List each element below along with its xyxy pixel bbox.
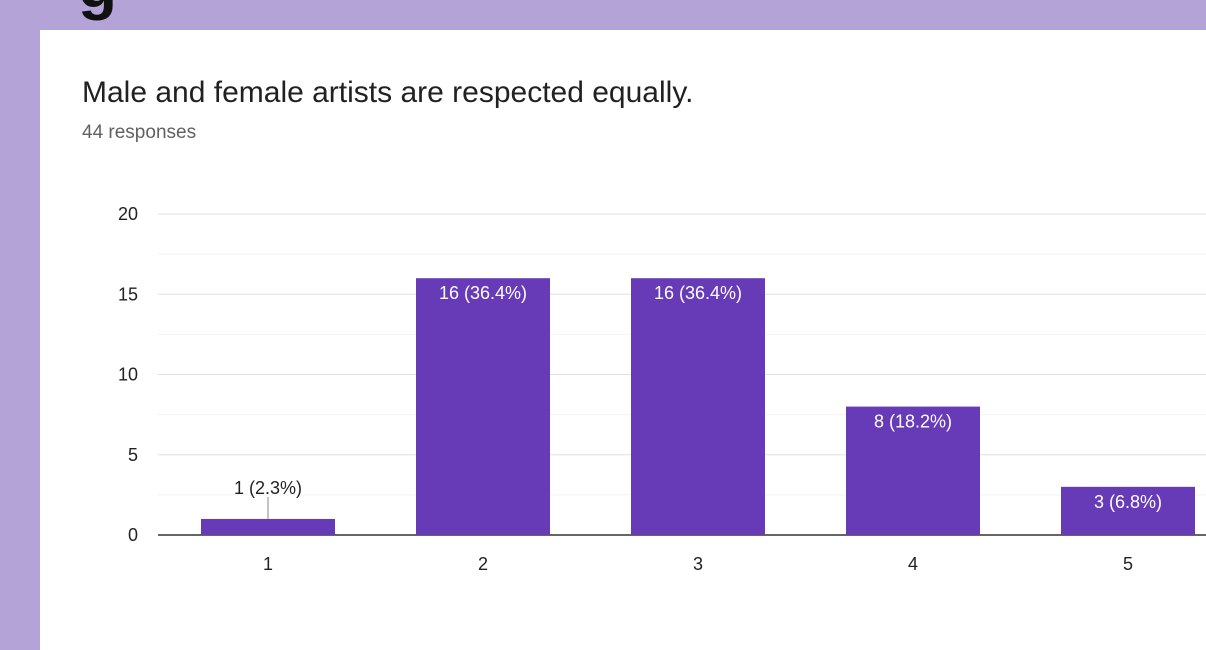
data-label: 1 (2.3%) xyxy=(234,478,302,498)
x-tick-label: 5 xyxy=(1123,554,1133,574)
y-tick-label: 15 xyxy=(118,284,138,304)
data-label: 3 (6.8%) xyxy=(1094,492,1162,512)
bar-3 xyxy=(631,278,765,535)
bar-2 xyxy=(416,278,550,535)
y-tick-label: 5 xyxy=(128,445,138,465)
y-tick-label: 10 xyxy=(118,365,138,385)
x-tick-label: 1 xyxy=(263,554,273,574)
data-label: 16 (36.4%) xyxy=(654,283,742,303)
x-tick-label: 3 xyxy=(693,554,703,574)
bar-1 xyxy=(201,519,335,535)
data-label: 8 (18.2%) xyxy=(874,412,952,432)
bar-chart: 0 5 10 15 20 1 2 3 4 5 1 (2.3%) 16 (36.4%) 16 (36.4… xyxy=(0,0,1206,632)
y-tick-label: 0 xyxy=(128,525,138,545)
y-tick-label: 20 xyxy=(118,204,138,224)
x-tick-label: 2 xyxy=(478,554,488,574)
data-label: 16 (36.4%) xyxy=(439,283,527,303)
x-tick-label: 4 xyxy=(908,554,918,574)
